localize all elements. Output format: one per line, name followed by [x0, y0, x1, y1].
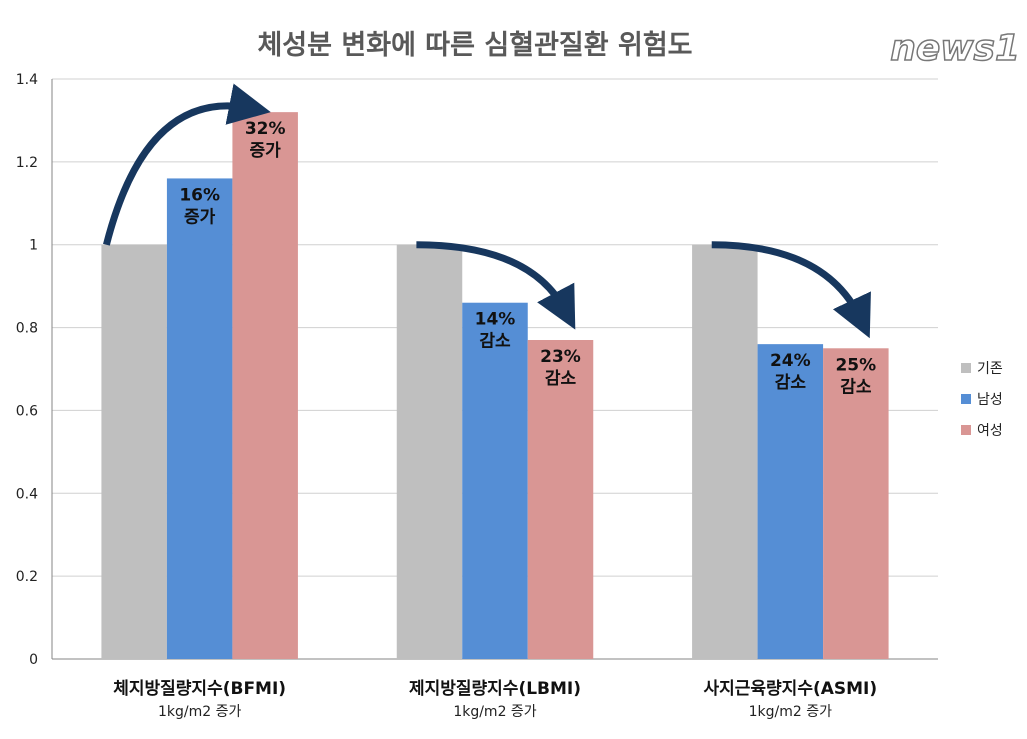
chart-title: 체성분 변화에 따른 심혈관질환 위험도 — [257, 30, 692, 61]
legend-swatch — [961, 363, 971, 373]
category-label: 체지방질량지수(BFMI) — [113, 678, 286, 699]
bar-남성 — [462, 302, 528, 659]
legend-label: 남성 — [977, 392, 1003, 408]
y-tick-label: 0.8 — [16, 321, 38, 337]
bar-남성 — [166, 178, 233, 659]
bar-남성 — [757, 344, 824, 659]
category-sublabel: 1kg/m2 증가 — [749, 704, 832, 720]
category-sublabel: 1kg/m2 증가 — [158, 704, 241, 720]
category-sublabel: 1kg/m2 증가 — [453, 704, 536, 720]
data-label-pct: 16% — [179, 185, 220, 205]
data-label-pct: 25% — [835, 355, 876, 375]
trend-arrow — [416, 241, 576, 330]
bar-기존 — [396, 244, 463, 659]
data-label-text: 감소 — [775, 373, 807, 393]
bar-여성 — [527, 340, 594, 659]
y-tick-label: 0.2 — [16, 569, 38, 585]
data-label-text: 감소 — [479, 332, 511, 352]
y-tick-label: 0 — [29, 652, 38, 668]
trend-arrow — [711, 241, 871, 339]
data-label-pct: 24% — [770, 351, 811, 371]
data-label-text: 감소 — [545, 369, 577, 389]
y-tick-label: 1.4 — [16, 72, 38, 88]
data-label-pct: 32% — [245, 119, 286, 139]
y-tick-label: 0.6 — [16, 403, 38, 419]
watermark-logo: news1 — [890, 28, 1020, 69]
bar-기존 — [101, 244, 167, 659]
legend-label: 기존 — [977, 361, 1003, 377]
category-label: 제지방질량지수(LBMI) — [409, 678, 581, 699]
legend-swatch — [961, 394, 971, 404]
data-label-pct: 14% — [475, 310, 516, 330]
data-label-text: 증가 — [184, 207, 216, 227]
bar-기존 — [692, 244, 758, 659]
legend-label: 여성 — [977, 423, 1003, 439]
data-label-pct: 23% — [540, 347, 581, 367]
category-label: 사지근육량지수(ASMI) — [703, 679, 877, 699]
y-tick-label: 1.2 — [16, 155, 38, 171]
y-tick-label: 1 — [29, 238, 38, 254]
data-label-text: 증가 — [250, 141, 282, 161]
trend-arrow — [103, 83, 271, 246]
bar-여성 — [232, 112, 298, 659]
y-tick-label: 0.4 — [16, 486, 38, 502]
data-label-text: 감소 — [840, 377, 872, 397]
legend-swatch — [961, 425, 971, 435]
bar-여성 — [823, 348, 889, 659]
